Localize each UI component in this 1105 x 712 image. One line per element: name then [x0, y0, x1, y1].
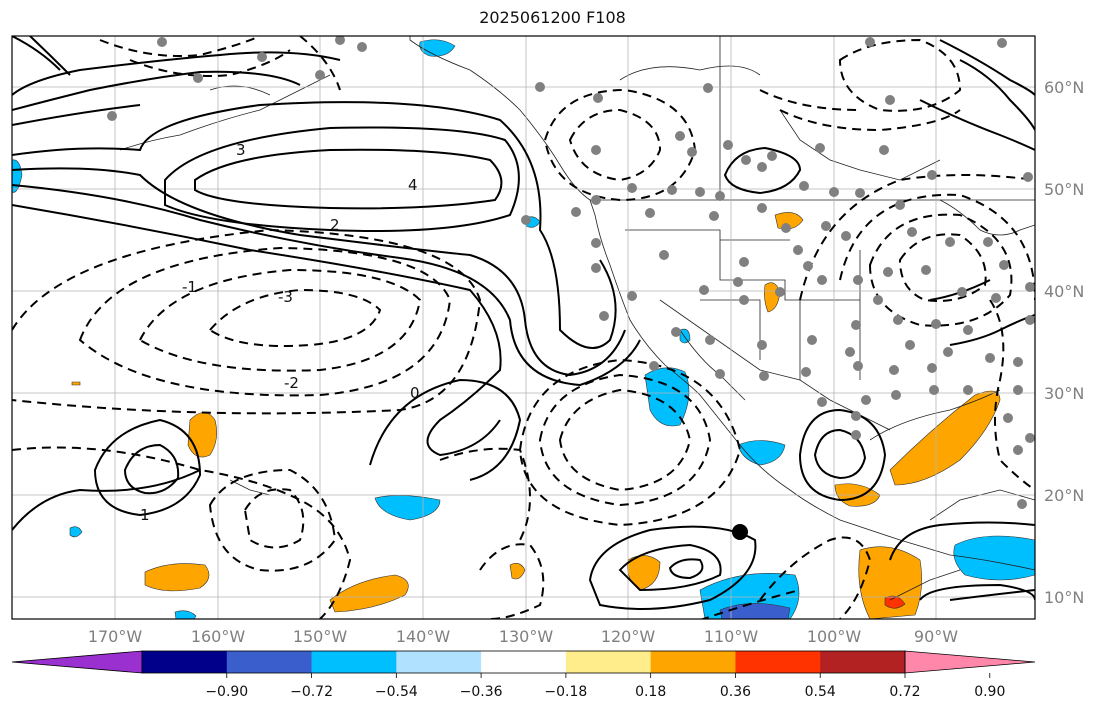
colorbar-tick-label: 0.18	[635, 684, 666, 700]
lon-label: 160°W	[191, 627, 246, 646]
contour-label: -1	[182, 278, 197, 296]
map-frame	[11, 35, 1036, 620]
colorbar-segment	[820, 651, 906, 673]
colorbar-segment	[565, 651, 652, 673]
colorbar-segment	[735, 651, 821, 673]
colorbar-frame	[141, 650, 906, 674]
colorbar-extend-low	[11, 650, 143, 674]
colorbar-segment	[650, 651, 736, 673]
contour-label: 4	[408, 176, 418, 194]
colorbar-extend-high	[904, 650, 1036, 674]
colorbar-segment	[481, 651, 567, 673]
colorbar-tick-label: −0.36	[460, 684, 503, 700]
contour-label: -3	[278, 288, 293, 306]
lon-label: 120°W	[601, 627, 656, 646]
lon-label: 170°W	[88, 627, 143, 646]
contour-label: 3	[236, 141, 246, 159]
latitude-labels: 60°N 50°N 40°N 30°N 20°N 10°N	[1044, 78, 1084, 607]
lon-label: 130°W	[499, 627, 554, 646]
colorbar-segment	[142, 651, 228, 673]
colorbar-tick-label: 0.90	[974, 684, 1005, 700]
shaded-anomaly-areas	[12, 39, 1035, 619]
lon-label: 150°W	[293, 627, 348, 646]
colorbar-segment	[311, 651, 397, 673]
lat-label: 60°N	[1044, 78, 1084, 97]
lat-label: 10°N	[1044, 588, 1084, 607]
lat-label: 50°N	[1044, 180, 1084, 199]
colorbar-tick-label: −0.54	[375, 684, 418, 700]
colorbar-tick-label: −0.18	[544, 684, 587, 700]
colorbar-tick-label: 0.72	[889, 684, 920, 700]
lat-label: 30°N	[1044, 384, 1084, 403]
lat-label: 40°N	[1044, 282, 1084, 301]
contour-label: -2	[284, 374, 299, 392]
coastlines-and-borders	[119, 36, 1035, 601]
colorbar-tick-label: 0.54	[805, 684, 836, 700]
highlight-point	[732, 524, 748, 540]
colorbar-tick-label: 0.36	[720, 684, 751, 700]
contour-label: 1	[140, 506, 150, 524]
positive-contours	[12, 36, 1035, 610]
colorbar-segment	[396, 651, 482, 673]
colorbar-tick-label: −0.72	[290, 684, 333, 700]
contour-labels: 4 3 2 1 0 -1 -2 -3	[140, 141, 420, 524]
map-title: 2025061200 F108	[479, 8, 626, 27]
lon-label: 100°W	[807, 627, 862, 646]
lon-label: 140°W	[396, 627, 451, 646]
colorbar: −0.90 −0.72 −0.54 −0.36 −0.18 0.18 0.36 0.54 0.7…	[11, 650, 1036, 700]
negative-contours	[12, 36, 1035, 619]
contour-label: 2	[330, 216, 340, 234]
longitude-labels: 170°W 160°W 150°W 140°W 130°W 120°W 110°…	[88, 627, 958, 646]
lon-label: 90°W	[914, 627, 958, 646]
map-background	[12, 36, 1035, 619]
station-markers	[107, 36, 1035, 509]
colorbar-tick-label: −0.90	[205, 684, 248, 700]
lat-label: 20°N	[1044, 486, 1084, 505]
contour-label: 0	[410, 384, 420, 402]
lon-label: 110°W	[704, 627, 759, 646]
colorbar-segment	[226, 651, 313, 673]
